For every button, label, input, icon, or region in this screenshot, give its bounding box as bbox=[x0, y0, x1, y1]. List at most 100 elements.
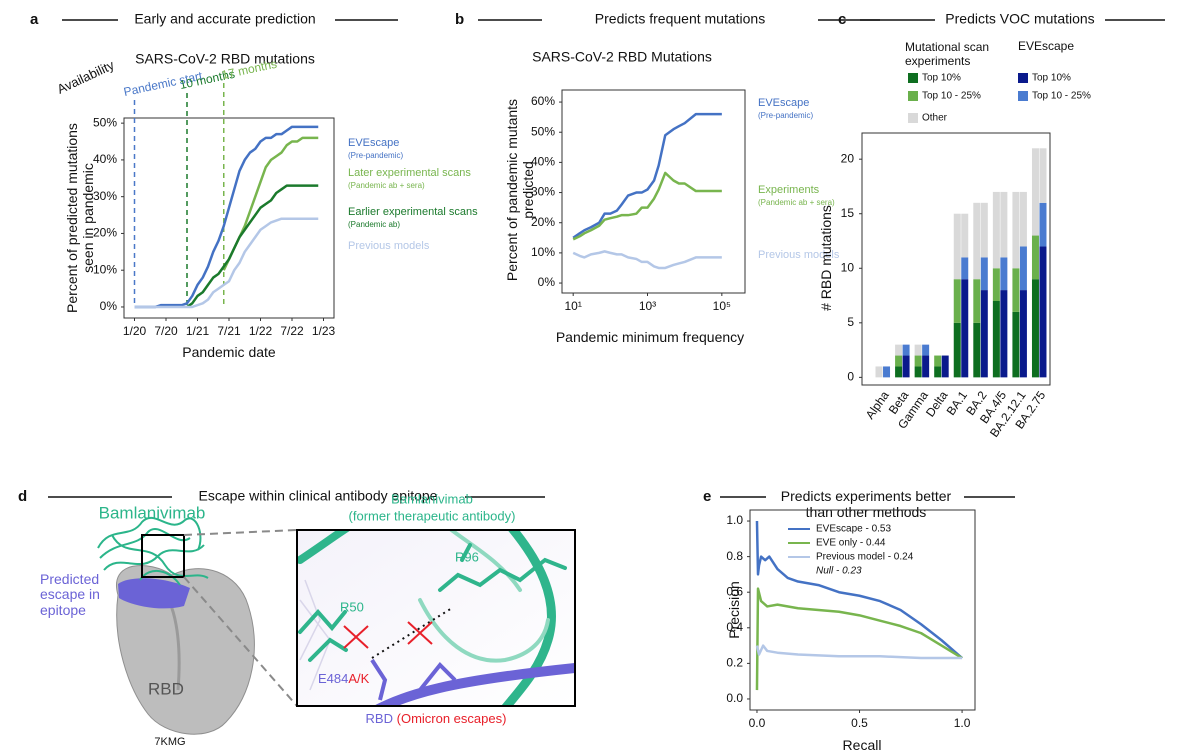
bar-segment bbox=[934, 366, 942, 378]
zoom-guide bbox=[183, 529, 298, 536]
series-line bbox=[572, 250, 722, 270]
y-tick-label: 20% bbox=[93, 226, 117, 240]
series-line bbox=[755, 644, 963, 660]
x-axis-label-box: Recall bbox=[843, 737, 882, 753]
y-axis-label-box: Precision bbox=[725, 581, 742, 639]
chart-title: SARS-CoV-2 RBD Mutations bbox=[532, 49, 712, 65]
x-tick-label: 0.5 bbox=[851, 716, 868, 730]
y-tick-label: 0.0 bbox=[726, 691, 743, 705]
x-tick-label: 1/20 bbox=[123, 324, 147, 338]
caption-note: (Omicron escapes) bbox=[397, 711, 507, 726]
bar-segment bbox=[895, 366, 903, 378]
x-tick-label: 1.0 bbox=[954, 716, 971, 730]
bar-segment bbox=[883, 366, 891, 378]
y-tick-label: 10 bbox=[841, 260, 855, 274]
series-line bbox=[572, 171, 722, 241]
x-axis-label-box: Pandemic minimum frequency bbox=[556, 329, 744, 345]
panel-header: Predicts frequent mutations bbox=[595, 11, 765, 27]
bar-segment bbox=[895, 344, 903, 356]
legend-label: EVEscape - 0.53 bbox=[816, 524, 891, 535]
residue-label: R96 bbox=[455, 549, 479, 564]
y-tick-label: 30% bbox=[531, 185, 555, 199]
y-tick-label: 40% bbox=[531, 155, 555, 169]
y-axis-label-box: Percent of pandemic mutants predicted bbox=[504, 99, 536, 281]
zoom-view bbox=[297, 530, 575, 706]
y-axis-label-box: # RBD mutations bbox=[818, 205, 834, 311]
rbd-sticks bbox=[370, 658, 457, 701]
y-axis-label: Precision bbox=[725, 581, 742, 639]
y-tick-label: 60% bbox=[531, 94, 555, 108]
zoom-marker bbox=[141, 534, 185, 578]
pdb-label: 7KMG bbox=[154, 736, 185, 748]
zoom-antibody: Bamlanivimab bbox=[391, 491, 473, 506]
y-tick-label: 0.4 bbox=[726, 620, 743, 634]
zoom-frame bbox=[296, 529, 576, 707]
y-tick-label: 5 bbox=[847, 315, 854, 329]
series-sublabel: (Pandemic ab + sera) bbox=[758, 198, 835, 207]
bar-segment bbox=[961, 279, 969, 378]
series-sublabel: (Pandemic ab) bbox=[348, 220, 400, 229]
x-tick-label: Delta bbox=[923, 388, 951, 419]
bar-segment bbox=[914, 366, 922, 378]
y-tick-label: 50% bbox=[93, 115, 117, 129]
x-tick-label: 10³ bbox=[639, 299, 656, 313]
plot-frame bbox=[861, 132, 1051, 386]
bar-segment bbox=[914, 355, 922, 367]
y-tick-label: 0 bbox=[847, 370, 854, 384]
bar-segment bbox=[980, 257, 988, 291]
y-tick-label: 20 bbox=[841, 151, 855, 165]
legend-label: Previous model - 0.24 bbox=[816, 552, 914, 563]
bar-segment bbox=[953, 279, 961, 323]
series-line bbox=[755, 587, 963, 691]
residue-label: R50 bbox=[340, 599, 364, 614]
bar-segment bbox=[980, 202, 988, 258]
x-axis-label-box: Pandemic date bbox=[182, 344, 275, 360]
series-sublabel: (Pandemic ab + sera) bbox=[348, 181, 425, 190]
bar-segment bbox=[902, 344, 910, 356]
legend-group-title: EVEscape bbox=[1018, 39, 1075, 54]
series-label: Earlier experimental scans bbox=[348, 206, 478, 218]
panel-letter: a bbox=[30, 11, 39, 28]
series-line bbox=[755, 521, 963, 659]
legend-swatch bbox=[1018, 73, 1028, 83]
bar-segment bbox=[895, 355, 903, 367]
series-line bbox=[222, 136, 319, 271]
y-tick-label: 10% bbox=[93, 262, 117, 276]
bar-segment bbox=[1031, 148, 1039, 236]
rbd-label: RBD bbox=[148, 679, 184, 698]
mutation-label: E484A/K bbox=[318, 671, 370, 686]
caption-rbd: RBD bbox=[366, 711, 393, 726]
bar-segment bbox=[992, 191, 1000, 269]
x-tick-label: BA.1 bbox=[944, 388, 971, 418]
bar-segment bbox=[1012, 268, 1020, 312]
legend-group-title: Mutational scan experiments bbox=[905, 40, 990, 68]
bar-segment bbox=[961, 257, 969, 280]
panel-letter: c bbox=[838, 11, 846, 28]
legend-swatch bbox=[908, 91, 918, 101]
panel-d: d Escape within clinical antibody epitop… bbox=[18, 488, 576, 748]
series-label: Previous models bbox=[758, 249, 840, 261]
bar-segment bbox=[1031, 279, 1039, 378]
y-tick-label: 30% bbox=[93, 189, 117, 203]
y-tick-label: 0.8 bbox=[726, 549, 743, 563]
mutation-residue: E484 bbox=[318, 671, 348, 686]
series-line bbox=[134, 217, 319, 309]
bar-segment bbox=[973, 279, 981, 323]
legend-group-title-box: EVEscape bbox=[1018, 39, 1075, 54]
legend-null: Null - 0.23 bbox=[816, 566, 862, 577]
bar-segment bbox=[992, 268, 1000, 301]
bar-segment bbox=[1019, 246, 1027, 291]
series-label: Later experimental scans bbox=[348, 167, 471, 179]
zoom-antibody-note: (former therapeutic antibody) bbox=[349, 508, 516, 523]
bar-segment bbox=[961, 213, 969, 258]
escape-label: Predicted escape in epitope bbox=[40, 572, 100, 618]
availability-title: Availability bbox=[55, 57, 117, 97]
bar-segment bbox=[953, 213, 961, 280]
y-tick-label: 50% bbox=[531, 124, 555, 138]
panel-letter: d bbox=[18, 488, 27, 505]
bar-segment bbox=[1039, 148, 1047, 203]
zoom-caption: RBD (Omicron escapes) bbox=[366, 711, 507, 726]
bar-segment bbox=[875, 366, 883, 378]
y-axis-label: Percent of predicted mutations seen in p… bbox=[63, 123, 96, 313]
bar-segment bbox=[1000, 290, 1008, 378]
